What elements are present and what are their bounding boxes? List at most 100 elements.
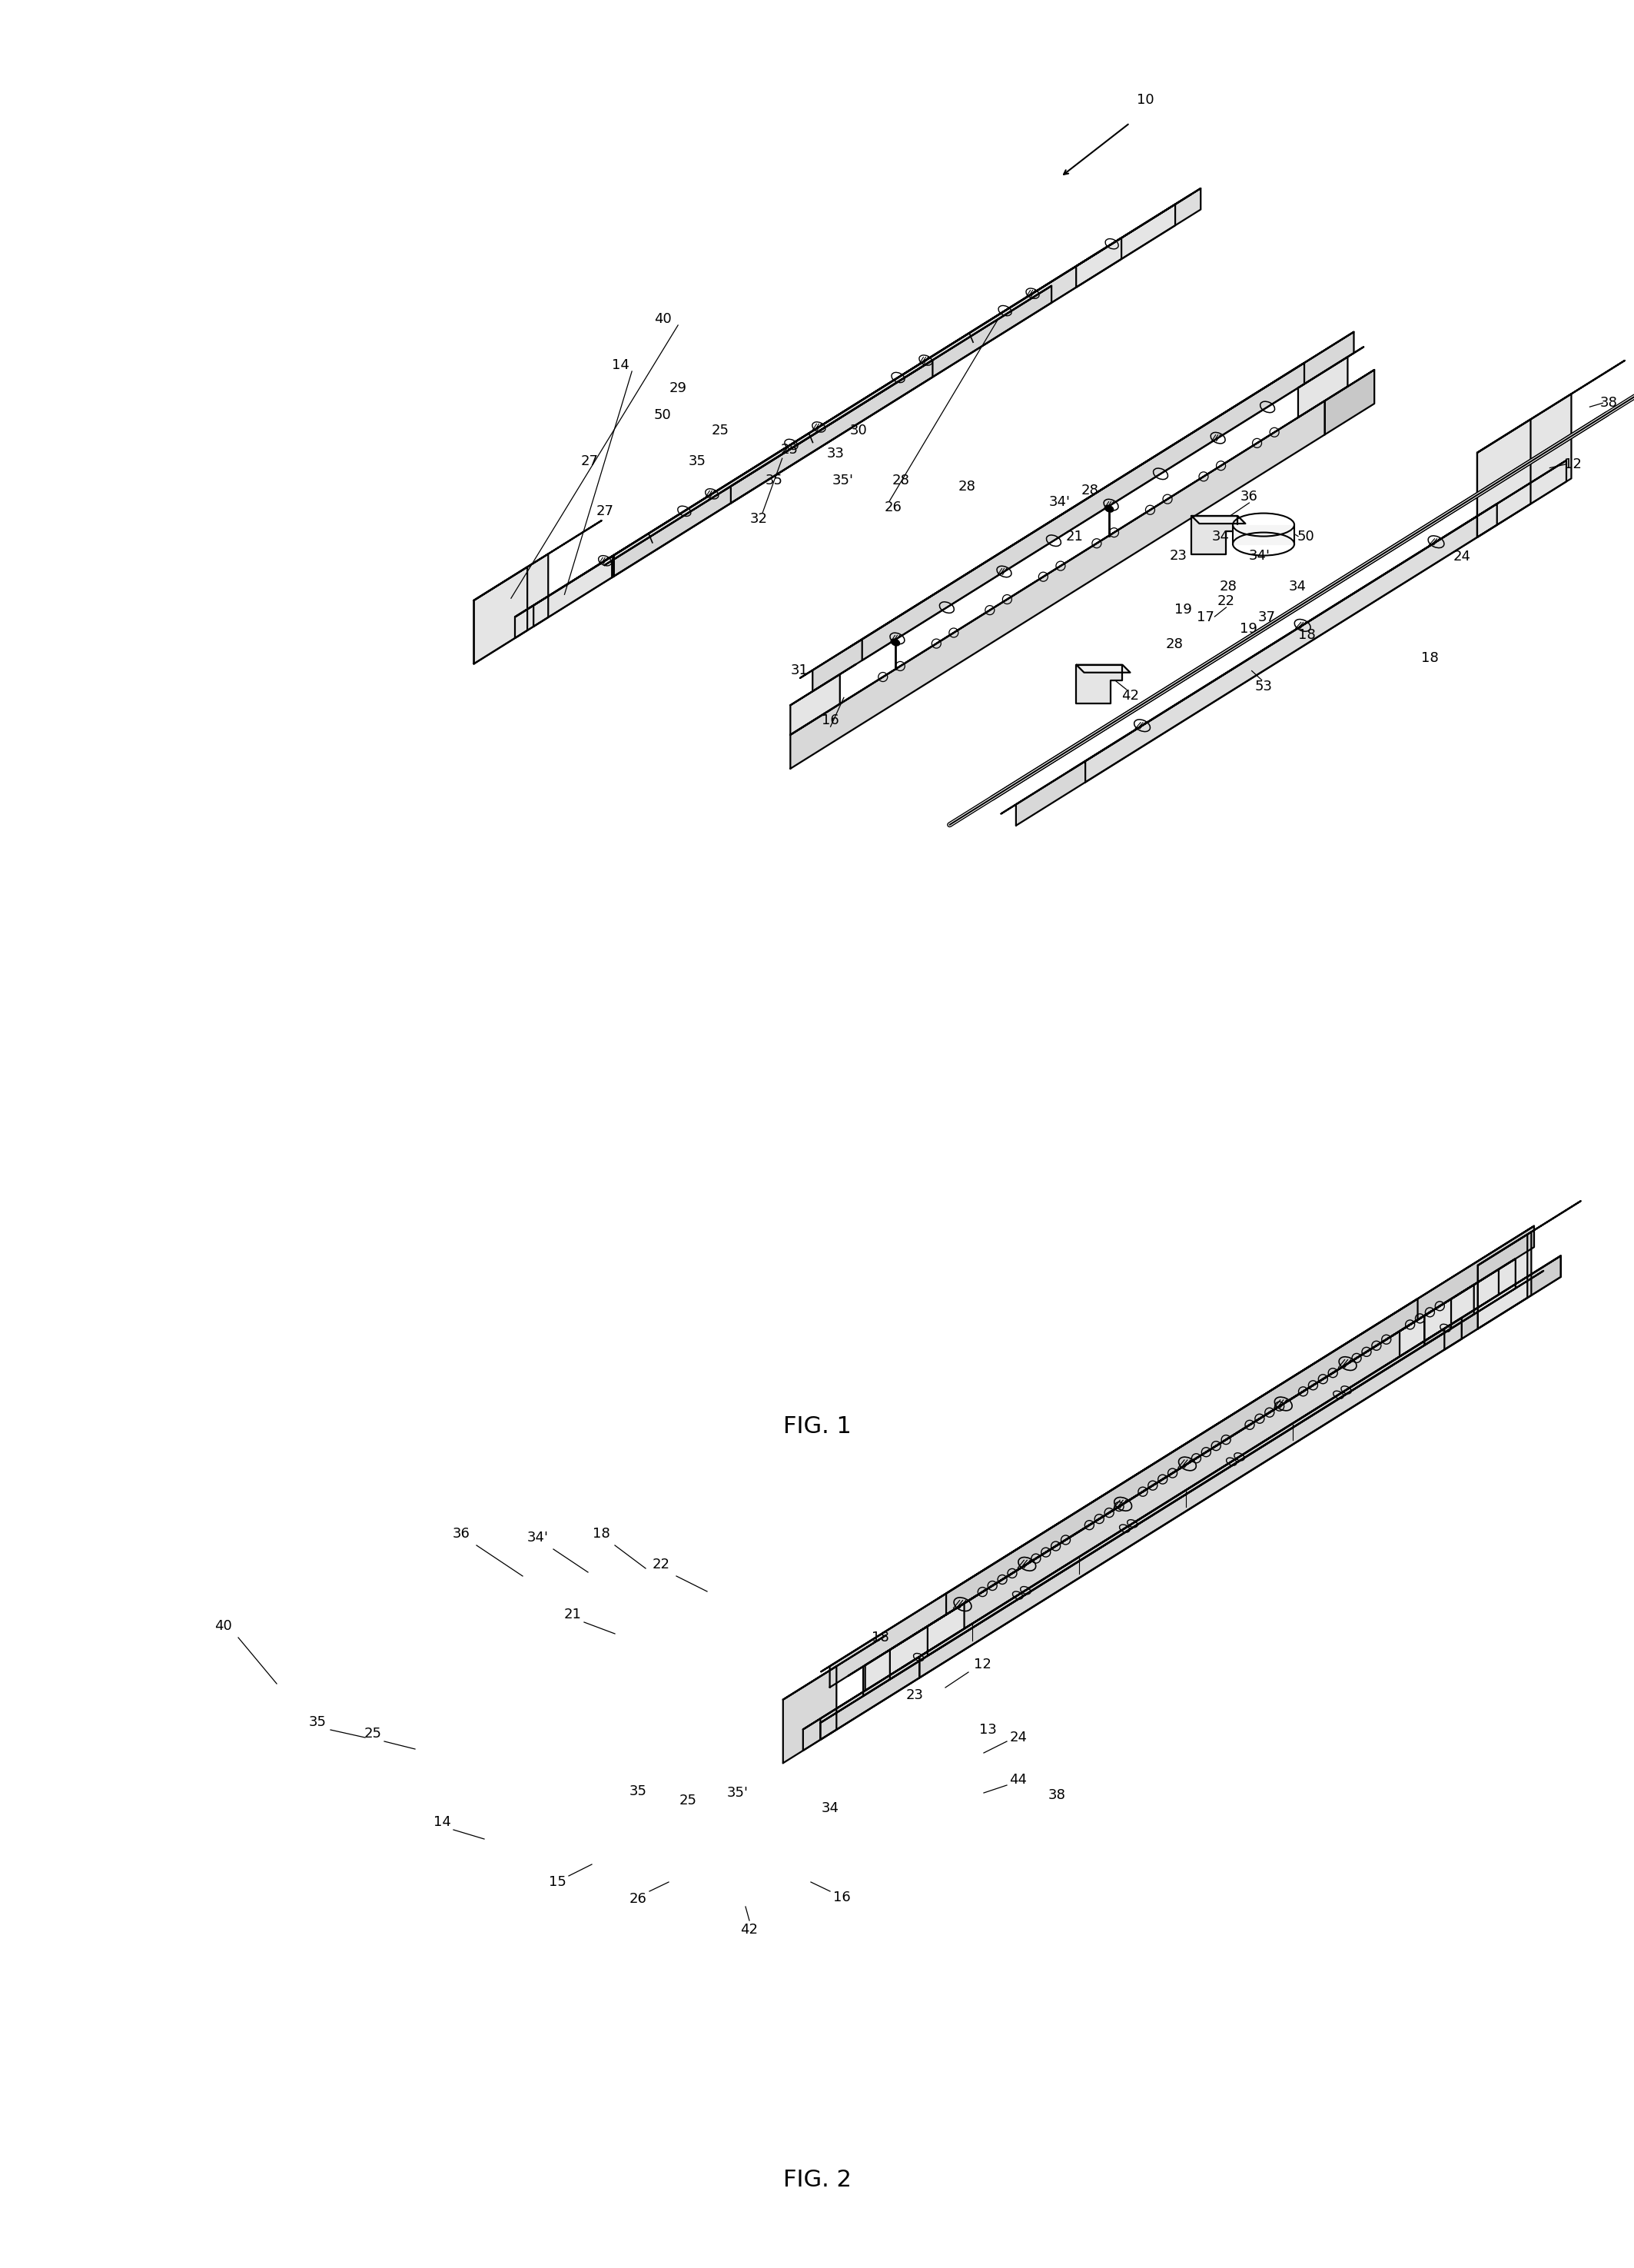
Polygon shape	[724, 286, 1052, 490]
Text: 28: 28	[958, 481, 975, 494]
Text: 14: 14	[433, 1814, 451, 1828]
Polygon shape	[1232, 524, 1294, 544]
Polygon shape	[791, 665, 856, 705]
Text: 25: 25	[781, 442, 799, 456]
Text: 28: 28	[1082, 483, 1098, 497]
Polygon shape	[928, 1259, 1515, 1656]
Text: 15: 15	[549, 1876, 565, 1889]
Text: 36: 36	[453, 1526, 471, 1540]
Polygon shape	[1085, 460, 1567, 782]
Polygon shape	[1297, 356, 1348, 417]
Text: 50: 50	[1297, 528, 1315, 544]
Polygon shape	[1077, 204, 1175, 288]
Text: 18: 18	[1420, 651, 1438, 665]
Polygon shape	[946, 1227, 1534, 1615]
Polygon shape	[1477, 1232, 1531, 1329]
Polygon shape	[474, 519, 601, 601]
Text: 25: 25	[680, 1794, 696, 1808]
Polygon shape	[820, 1322, 1462, 1740]
Polygon shape	[1297, 347, 1364, 388]
Polygon shape	[820, 1318, 1462, 1740]
Text: 26: 26	[884, 501, 902, 515]
Polygon shape	[938, 1227, 1534, 1599]
Polygon shape	[830, 1300, 1418, 1687]
Polygon shape	[791, 370, 1374, 735]
Polygon shape	[783, 1635, 886, 1699]
Text: 38: 38	[1600, 397, 1618, 411]
Text: 33: 33	[827, 447, 845, 460]
Polygon shape	[864, 1603, 964, 1690]
Text: 24: 24	[1453, 549, 1471, 562]
Polygon shape	[1325, 370, 1374, 435]
Text: 12: 12	[1564, 458, 1582, 472]
Text: 18: 18	[1297, 628, 1315, 642]
Text: 21: 21	[1065, 531, 1083, 544]
Polygon shape	[1077, 665, 1131, 674]
Text: 14: 14	[611, 358, 629, 372]
Polygon shape	[1477, 361, 1624, 454]
Polygon shape	[822, 1300, 1418, 1672]
Text: 22: 22	[1217, 594, 1235, 608]
Text: 40: 40	[214, 1619, 232, 1633]
Text: 17: 17	[1196, 610, 1214, 624]
Polygon shape	[613, 361, 933, 578]
Polygon shape	[1477, 420, 1531, 538]
Text: 34': 34'	[1248, 549, 1270, 562]
Polygon shape	[1400, 1259, 1515, 1331]
Polygon shape	[820, 1270, 1544, 1724]
Polygon shape	[1400, 1270, 1498, 1356]
Text: 27: 27	[596, 503, 614, 517]
Polygon shape	[913, 1259, 1515, 1635]
Polygon shape	[1191, 515, 1245, 524]
Polygon shape	[515, 556, 614, 637]
Polygon shape	[863, 1300, 1451, 1696]
Text: 16: 16	[833, 1892, 850, 1905]
Polygon shape	[891, 1315, 1425, 1678]
Polygon shape	[1425, 1284, 1474, 1345]
Text: 35: 35	[688, 454, 706, 467]
Text: 24: 24	[1010, 1730, 1028, 1744]
Polygon shape	[864, 1594, 980, 1665]
Polygon shape	[802, 1656, 920, 1751]
Text: 42: 42	[740, 1923, 758, 1937]
Polygon shape	[474, 553, 547, 665]
Text: 29: 29	[670, 381, 686, 395]
Text: 35: 35	[765, 474, 783, 488]
Text: 40: 40	[654, 313, 672, 327]
Polygon shape	[791, 401, 1325, 769]
Text: 34': 34'	[1049, 494, 1070, 510]
Polygon shape	[605, 361, 933, 565]
Polygon shape	[595, 188, 1201, 567]
Ellipse shape	[1105, 506, 1113, 513]
Text: 18: 18	[592, 1526, 609, 1540]
Polygon shape	[1002, 503, 1497, 814]
Polygon shape	[920, 1256, 1560, 1678]
Text: 28: 28	[1219, 581, 1237, 594]
Text: 34: 34	[1289, 581, 1307, 594]
Polygon shape	[474, 567, 528, 665]
Polygon shape	[791, 674, 840, 735]
Text: 12: 12	[974, 1658, 992, 1672]
Polygon shape	[802, 1318, 1462, 1730]
Text: 28: 28	[892, 474, 910, 488]
Polygon shape	[863, 331, 1355, 660]
Text: 53: 53	[1255, 678, 1273, 694]
Text: 42: 42	[1121, 689, 1139, 703]
Text: 18: 18	[871, 1631, 889, 1644]
Polygon shape	[730, 286, 1052, 503]
Text: 10: 10	[1137, 93, 1154, 107]
Polygon shape	[848, 1300, 1451, 1676]
Text: FIG. 1: FIG. 1	[783, 1415, 851, 1438]
Polygon shape	[515, 544, 631, 617]
Polygon shape	[1077, 665, 1123, 703]
Polygon shape	[783, 1667, 837, 1762]
Polygon shape	[850, 331, 1355, 646]
Text: 28: 28	[1165, 637, 1183, 651]
Text: 34: 34	[1212, 531, 1229, 544]
Text: 26: 26	[629, 1892, 647, 1905]
Polygon shape	[1070, 460, 1567, 771]
Text: 21: 21	[564, 1608, 582, 1622]
Text: 50: 50	[654, 408, 672, 422]
Text: 27: 27	[580, 454, 598, 467]
Text: 13: 13	[979, 1724, 997, 1737]
